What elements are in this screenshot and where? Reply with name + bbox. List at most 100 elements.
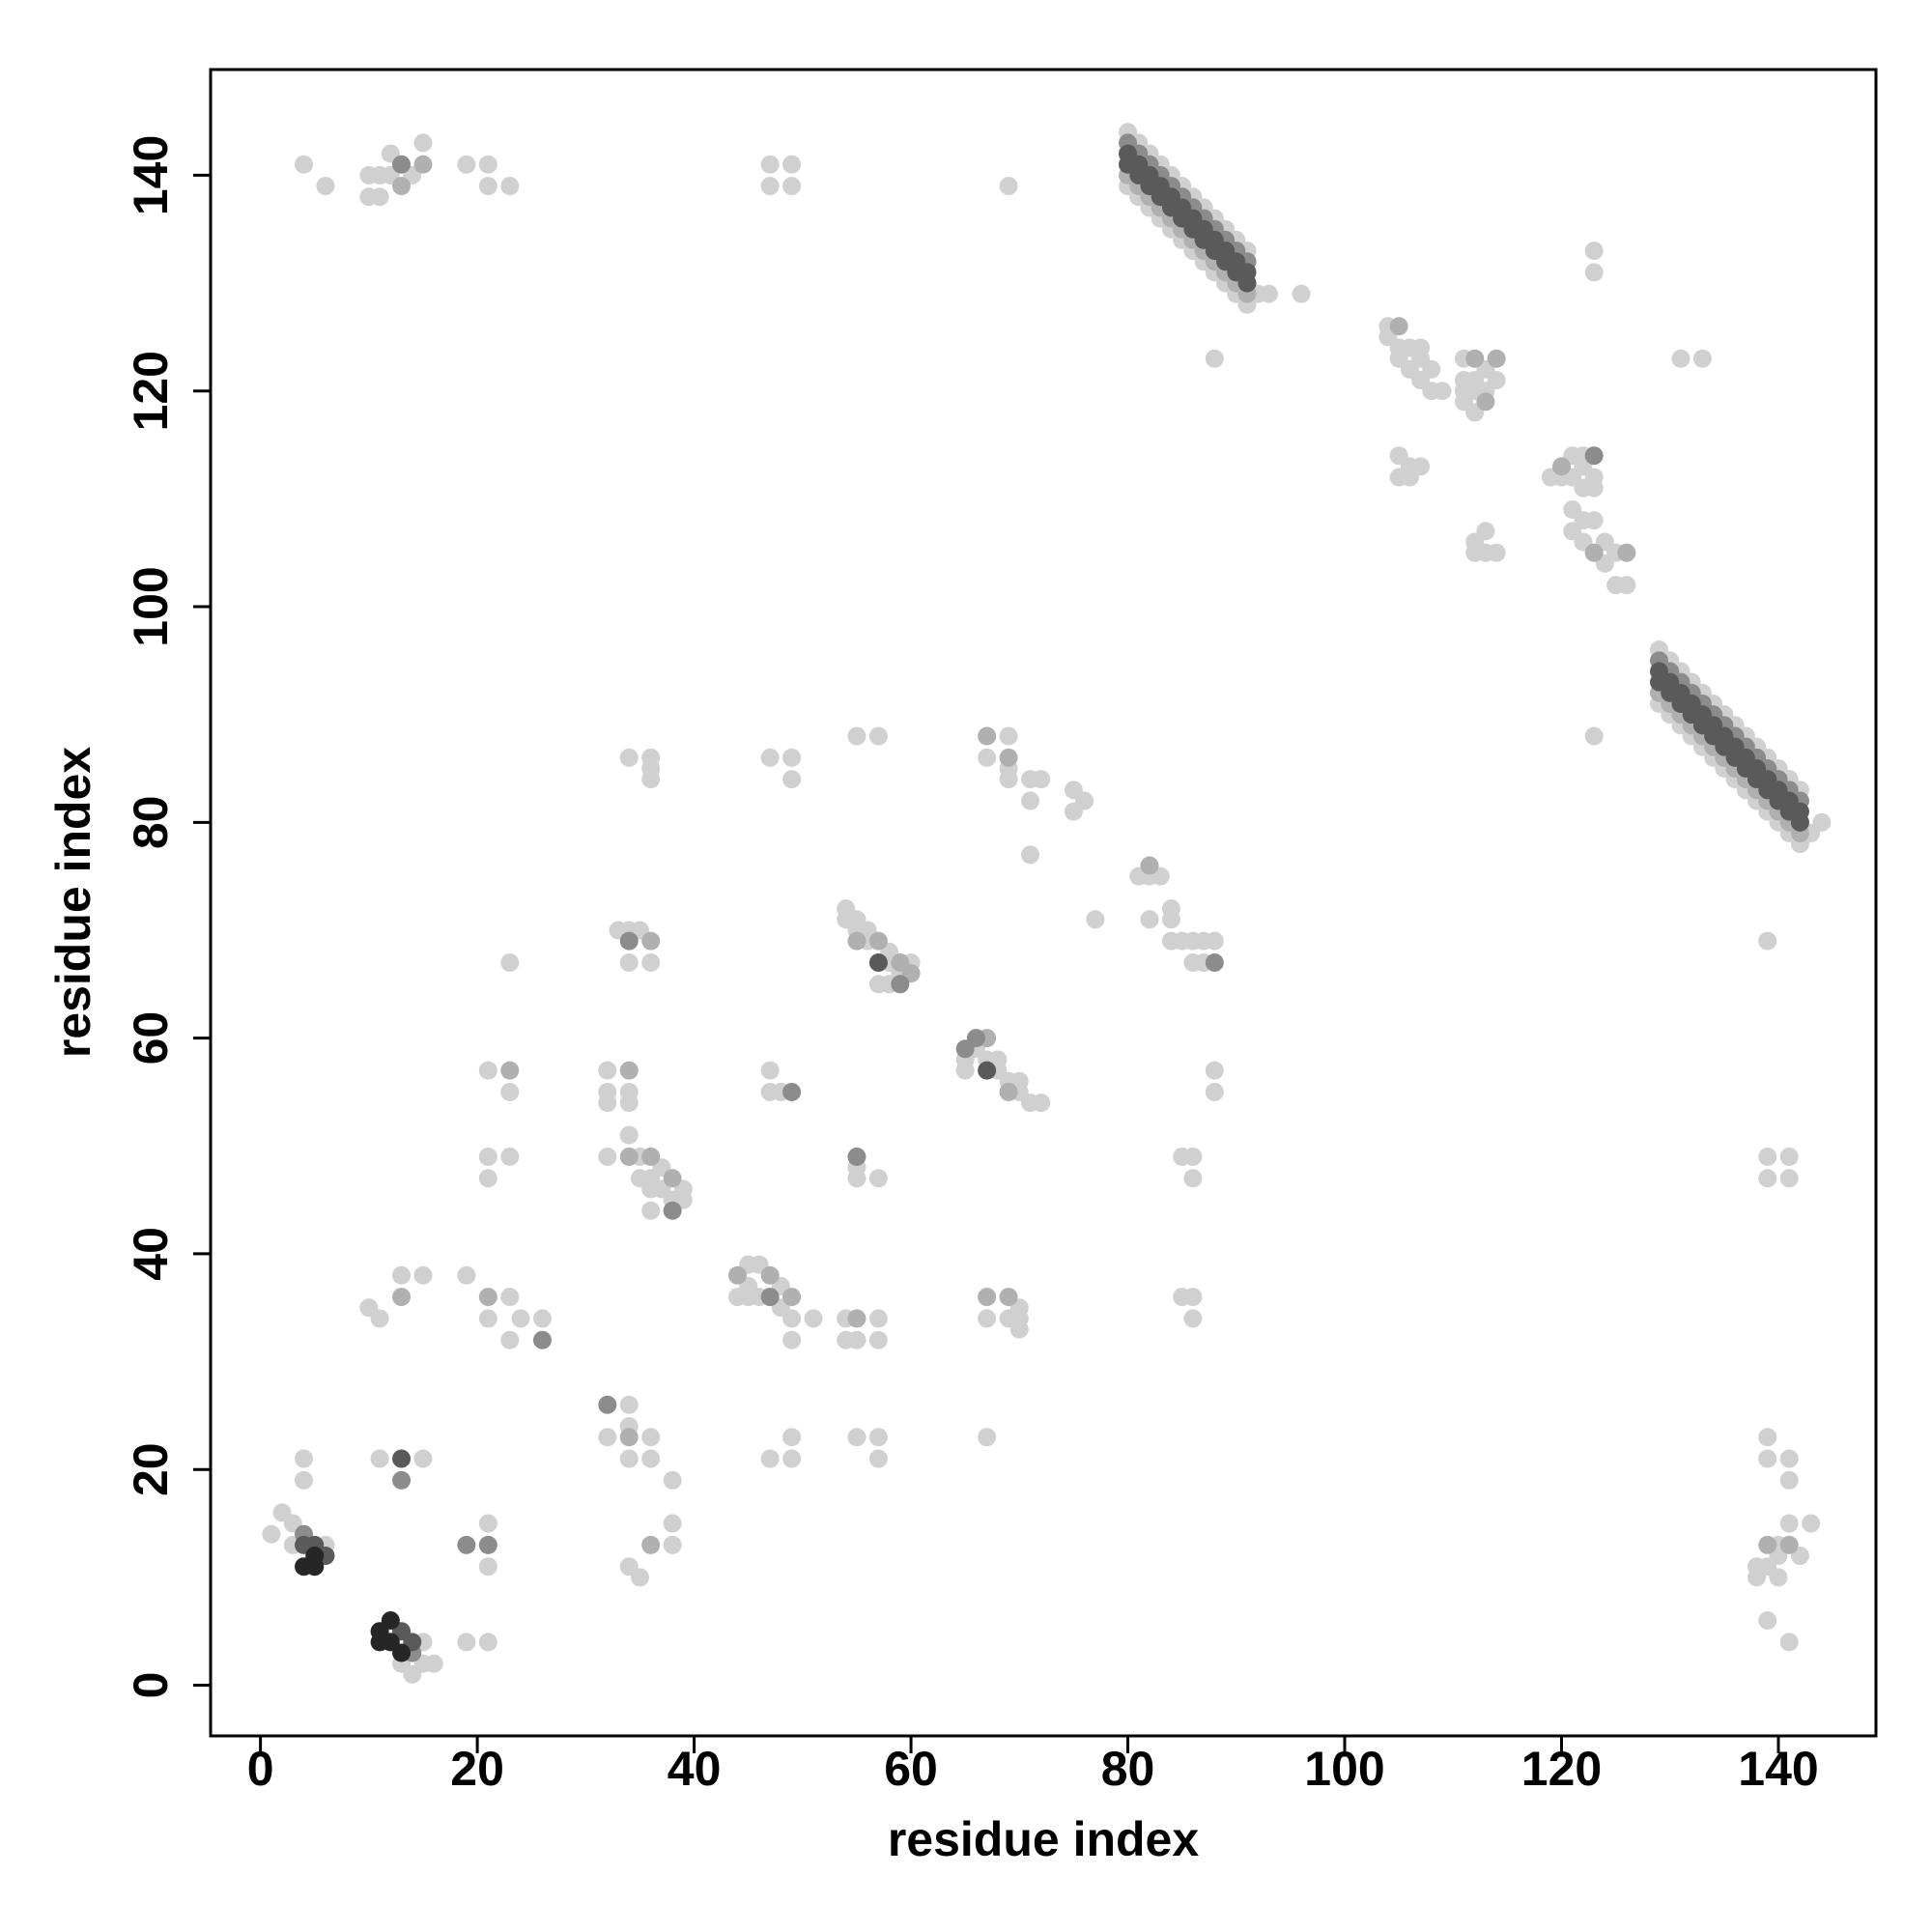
x-tick-label: 80 bbox=[1101, 1742, 1155, 1796]
contact-point bbox=[1584, 726, 1604, 746]
contact-point bbox=[619, 1449, 639, 1468]
contact-point bbox=[1584, 511, 1604, 530]
y-tick-label: 20 bbox=[124, 1442, 178, 1496]
contact-point bbox=[1487, 349, 1506, 368]
contact-point bbox=[1183, 1309, 1203, 1328]
contact-point bbox=[978, 1428, 997, 1447]
contact-point bbox=[641, 952, 661, 972]
x-tick-label: 140 bbox=[1738, 1742, 1818, 1796]
contact-point bbox=[847, 1309, 867, 1328]
y-tick-label: 40 bbox=[124, 1227, 178, 1281]
contact-point bbox=[868, 1169, 888, 1188]
contact-point bbox=[619, 1395, 639, 1414]
contact-point bbox=[1779, 1169, 1799, 1188]
contact-point bbox=[413, 1265, 433, 1285]
contact-point bbox=[598, 1147, 617, 1166]
contact-point bbox=[381, 1611, 400, 1631]
contact-point bbox=[500, 952, 520, 972]
contact-point bbox=[1584, 543, 1604, 562]
contact-point bbox=[598, 1094, 617, 1113]
y-axis-label: residue index bbox=[46, 747, 100, 1059]
contact-point bbox=[760, 748, 780, 767]
contact-point bbox=[478, 155, 497, 174]
contact-point bbox=[305, 1547, 325, 1566]
contact-point bbox=[641, 931, 661, 951]
contact-point bbox=[316, 177, 335, 196]
contact-point bbox=[1812, 812, 1832, 832]
y-tick-label: 140 bbox=[124, 135, 178, 215]
x-tick-label: 40 bbox=[668, 1742, 722, 1796]
contact-point bbox=[868, 1309, 888, 1328]
contact-point bbox=[500, 1330, 520, 1350]
contact-point bbox=[1205, 931, 1224, 951]
y-tick-label: 100 bbox=[124, 566, 178, 646]
contact-point bbox=[1584, 263, 1604, 282]
contact-point bbox=[1021, 845, 1040, 865]
x-tick-label: 20 bbox=[450, 1742, 504, 1796]
contact-point bbox=[619, 1428, 639, 1447]
contact-point bbox=[1205, 1082, 1224, 1101]
contact-point bbox=[532, 1309, 552, 1328]
contact-point bbox=[478, 1309, 497, 1328]
contact-point bbox=[1617, 543, 1636, 562]
contact-point bbox=[392, 177, 412, 196]
contact-point bbox=[1552, 457, 1572, 476]
contact-point bbox=[1790, 802, 1809, 821]
contact-point bbox=[1584, 446, 1604, 466]
contact-point bbox=[847, 1147, 867, 1166]
contact-point bbox=[868, 931, 888, 951]
contact-point bbox=[392, 1449, 412, 1468]
contact-point bbox=[978, 1061, 997, 1080]
contact-point bbox=[1487, 543, 1506, 562]
contact-point bbox=[1779, 1470, 1799, 1490]
contact-point bbox=[641, 1449, 661, 1468]
contact-point bbox=[1758, 931, 1777, 951]
contact-point bbox=[978, 748, 997, 767]
contact-point bbox=[1779, 1535, 1799, 1554]
contact-point bbox=[1183, 1169, 1203, 1188]
contact-point bbox=[782, 177, 802, 196]
contact-point bbox=[1476, 392, 1495, 412]
contact-point bbox=[295, 1449, 314, 1468]
contact-point bbox=[1476, 522, 1495, 541]
contact-point bbox=[1009, 1320, 1029, 1339]
contact-point bbox=[999, 770, 1018, 789]
y-tick-label: 120 bbox=[124, 351, 178, 431]
contact-point bbox=[1692, 349, 1712, 368]
contact-point bbox=[1292, 284, 1311, 303]
contact-point bbox=[1389, 317, 1408, 336]
contact-point bbox=[1758, 1169, 1777, 1188]
contact-point bbox=[1021, 791, 1040, 810]
contact-point bbox=[392, 1643, 412, 1662]
contact-point bbox=[424, 1654, 443, 1673]
contact-point bbox=[847, 726, 867, 746]
contact-point bbox=[1779, 1514, 1799, 1533]
contact-point bbox=[598, 1061, 617, 1080]
contact-point bbox=[782, 1428, 802, 1447]
contact-point bbox=[1584, 478, 1604, 497]
plot-frame bbox=[209, 68, 1878, 1738]
contact-point bbox=[999, 1082, 1018, 1101]
contact-point bbox=[641, 1201, 661, 1220]
contact-point bbox=[978, 1309, 997, 1328]
contact-point bbox=[457, 1633, 476, 1652]
contact-point bbox=[641, 1428, 661, 1447]
y-tick-label: 0 bbox=[124, 1672, 178, 1699]
contact-point bbox=[295, 1470, 314, 1490]
contact-point bbox=[663, 1201, 682, 1220]
contact-point bbox=[392, 1470, 412, 1490]
contact-point bbox=[1259, 284, 1278, 303]
contact-point bbox=[663, 1514, 682, 1533]
contact-point bbox=[760, 1265, 780, 1285]
contact-point bbox=[630, 1568, 649, 1587]
contact-point bbox=[1802, 1514, 1821, 1533]
contact-point bbox=[868, 726, 888, 746]
contact-point bbox=[1758, 1611, 1777, 1631]
contact-point bbox=[1086, 910, 1105, 929]
contact-point bbox=[1140, 910, 1159, 929]
contact-point bbox=[478, 1147, 497, 1166]
contact-point bbox=[457, 1535, 476, 1554]
contact-point bbox=[978, 1288, 997, 1307]
contact-point bbox=[1758, 1449, 1777, 1468]
